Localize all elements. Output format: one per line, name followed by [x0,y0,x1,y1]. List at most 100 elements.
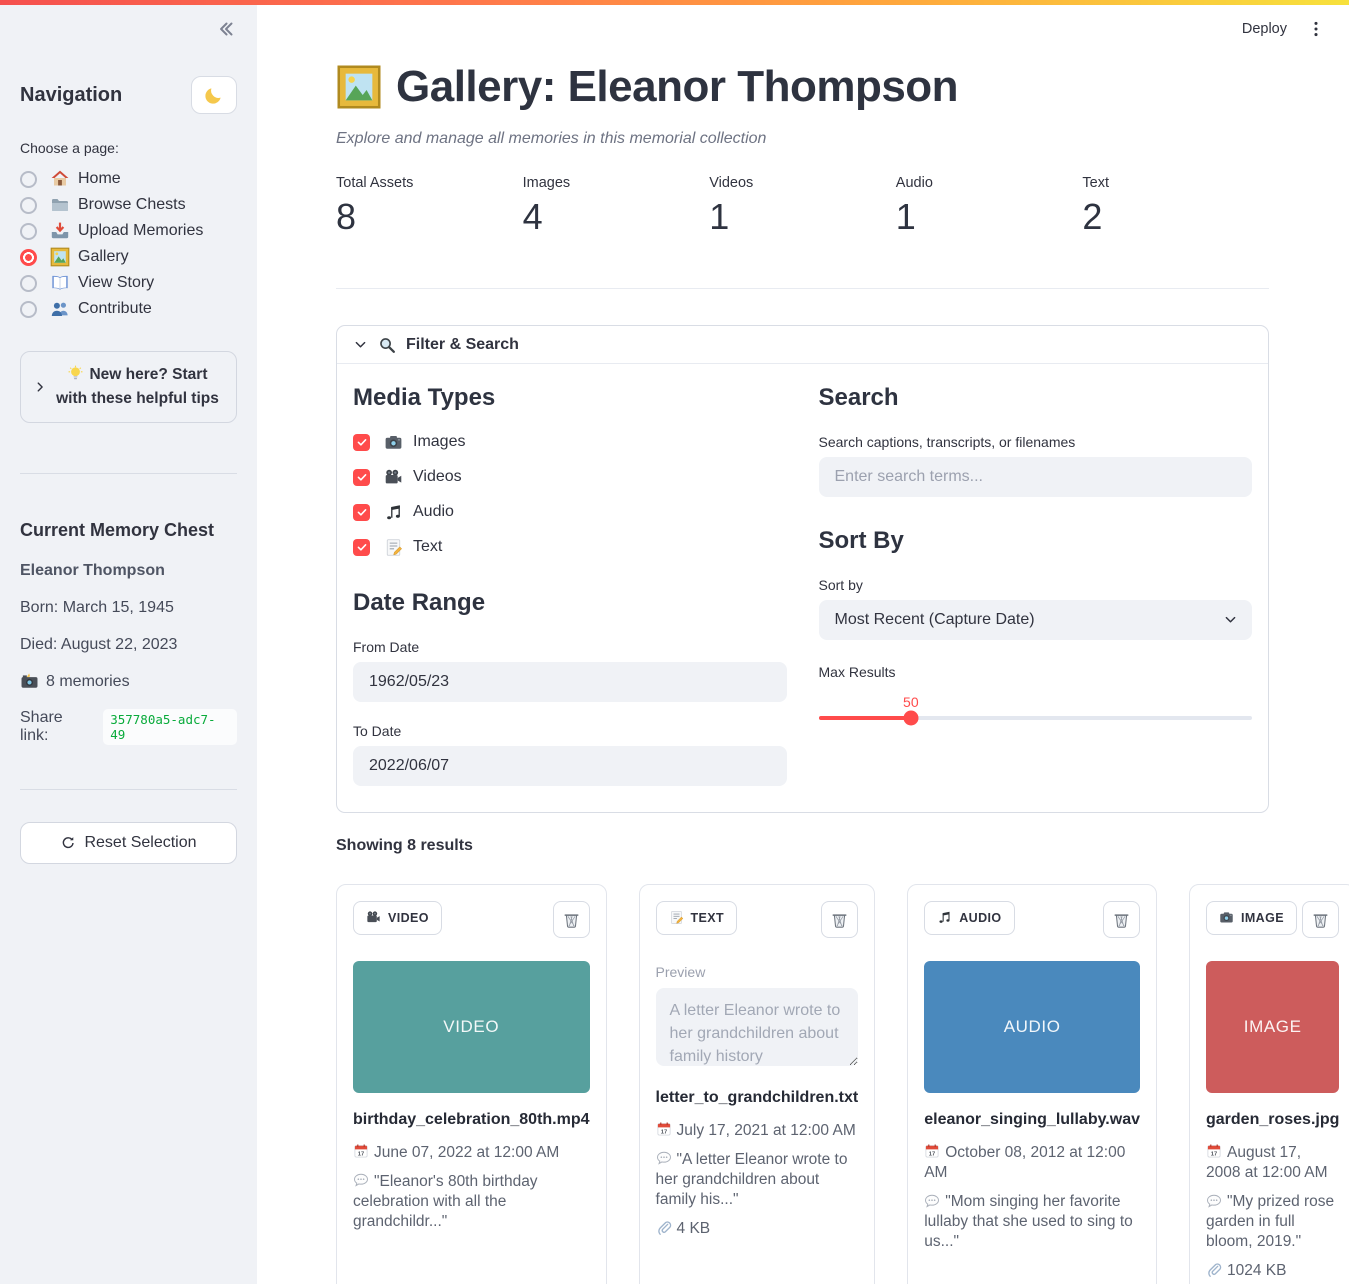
search-field-label: Search captions, transcripts, or filenam… [818,433,1076,450]
deploy-button[interactable]: Deploy [1241,21,1287,37]
chevron-down-icon [1223,612,1238,627]
metric-label: Videos [709,174,754,191]
radio-button[interactable] [20,274,37,292]
sidebar-page-option[interactable]: Browse Chests [20,195,237,215]
paperclip-icon [1206,1262,1222,1278]
slider-thumb[interactable] [903,710,919,726]
people-icon [50,299,70,319]
metric-value: 8 [336,195,357,237]
movie-camera-icon [384,468,403,487]
sort-by-selected-value: Most Recent (Capture Date) [834,610,1035,628]
asset-type-badge: IMAGE [1206,900,1297,935]
search-input[interactable] [818,456,1252,497]
preview-textarea[interactable]: A letter Eleanor wrote to her grandchild… [655,987,859,1066]
radio-button[interactable] [20,170,37,188]
radio-button[interactable] [20,196,37,214]
metric-label: Audio [895,174,933,191]
sidebar-page-option[interactable]: Home [20,169,237,189]
to-date-label: To Date [353,722,402,739]
chevron-down-icon [353,337,368,352]
asset-caption: "Mom singing her favorite lullaby that s… [924,1193,1133,1251]
kebab-icon[interactable] [1307,20,1325,38]
reset-selection-button[interactable]: Reset Selection [20,822,237,865]
sidebar-page-option[interactable]: View Story [20,273,237,293]
media-types-heading: Media Types [353,384,496,412]
asset-date: 17 August 17, 2008 at 12:00 AM [1206,1143,1328,1181]
sidebar-page-option[interactable]: Upload Memories [20,221,237,241]
check-icon [357,544,366,552]
sidebar-divider [20,789,237,791]
radio-button[interactable] [20,248,37,266]
metric: Audio 1 [896,175,1083,237]
stats-row: Total Assets 8 Images 4 Videos 1 Audio 1 [336,175,1269,237]
media-type-option[interactable]: Videos [353,468,787,487]
inbox-tray-icon [50,221,70,241]
metric-label: Text [1082,174,1109,191]
metric-value: 1 [709,195,730,237]
sidebar-page-option[interactable]: Contribute [20,299,237,319]
chest-born: Born: March 15, 1945 [20,599,174,617]
double-chevron-left-icon[interactable] [215,18,237,40]
memo-icon [669,910,684,925]
asset-caption: "A letter Eleanor wrote to her grandchil… [655,1150,848,1209]
media-placeholder: AUDIO [924,960,1140,1093]
asset-size: 1024 KB [1206,1261,1339,1281]
media-placeholder: VIDEO [353,960,590,1093]
filter-search-expander: Filter & Search Media Types [336,325,1269,813]
wastebasket-icon [562,910,581,929]
expander-header[interactable]: Filter & Search [337,326,1268,365]
divider [336,288,1269,290]
asset-card: TEXT Preview A letter Eleanor wrote to h… [638,883,876,1284]
asset-date: 17 October 08, 2012 at 12:00 AM [924,1143,1126,1181]
to-date-input[interactable] [353,745,787,786]
svg-text:17: 17 [660,1130,666,1136]
search-icon [378,336,396,354]
tips-expander[interactable]: New here? Start with these helpful tips [20,351,237,424]
open-book-icon [50,273,70,293]
memo-icon [384,538,403,557]
checkbox[interactable] [353,468,370,486]
folder-icon [50,195,70,215]
filter-right-column: Search Search captions, transcripts, or … [818,384,1252,786]
radio-button[interactable] [20,222,37,240]
from-date-label: From Date [353,638,420,655]
delete-asset-button[interactable] [1302,900,1340,938]
theme-toggle-button[interactable] [191,76,237,114]
date-range-heading: Date Range [353,588,486,616]
checkbox[interactable] [353,538,370,556]
slider-value: 50 [903,693,919,710]
sort-by-select[interactable]: Most Recent (Capture Date) [818,599,1252,640]
tips-expander-label: New here? Start with these helpful tips [56,365,219,408]
speech-balloon-icon [1206,1193,1222,1209]
page-option-label: Contribute [78,300,152,317]
delete-asset-button[interactable] [821,900,859,938]
page-option-label: View Story [78,274,155,291]
wastebasket-icon [1112,910,1131,929]
asset-filename: birthday_celebration_80th.mp4 [353,1110,590,1128]
sidebar-page-option[interactable]: Gallery [20,247,237,267]
page-subtitle: Explore and manage all memories in this … [336,129,767,147]
slider-track[interactable] [818,710,1252,726]
calendar-icon: 17 [924,1143,940,1159]
page-title: Gallery: Eleanor Thompson [336,62,1269,113]
checkbox[interactable] [353,433,370,451]
checkbox-label: Audio [413,503,454,521]
chest-name: Eleanor Thompson [20,562,165,580]
checkbox[interactable] [353,503,370,521]
metric-label: Total Assets [336,174,414,191]
from-date-input[interactable] [353,661,787,702]
framed-picture-icon [336,64,382,110]
delete-asset-button[interactable] [1103,900,1140,938]
calendar-icon: 17 [353,1143,369,1159]
radio-button[interactable] [20,300,37,318]
delete-asset-button[interactable] [552,900,590,938]
main-content: Gallery: Eleanor Thompson Explore and ma… [257,0,1349,1284]
svg-text:17: 17 [358,1152,364,1158]
check-icon [357,474,366,482]
metric-label: Images [522,174,571,191]
media-type-option[interactable]: Images [353,433,787,452]
media-type-option[interactable]: Text [353,538,787,557]
metric-value: 1 [895,195,916,237]
media-type-option[interactable]: Audio [353,503,787,522]
